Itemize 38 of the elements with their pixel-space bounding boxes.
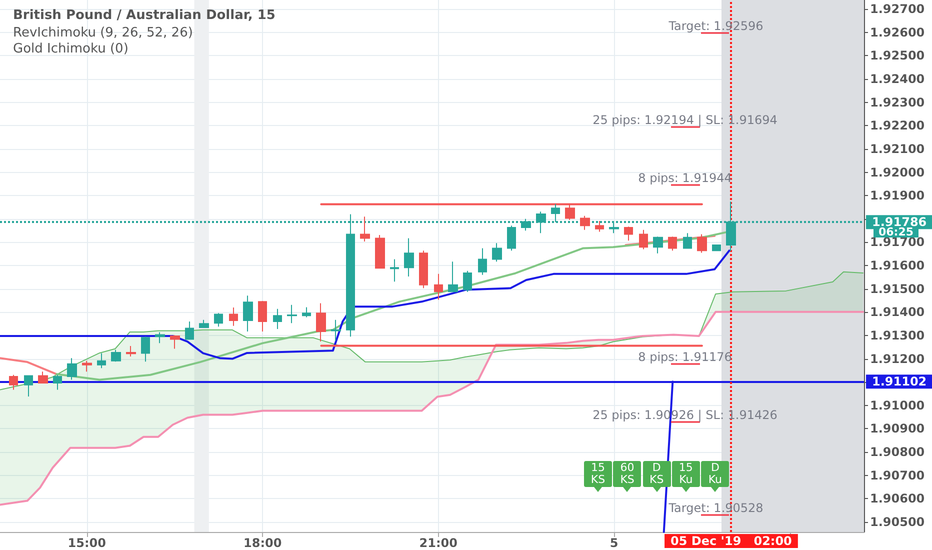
y-tick-label: 1.91200	[870, 352, 925, 366]
annotation: D Ku	[701, 461, 730, 487]
annotation: 60 KS	[613, 461, 642, 487]
annotation: Target: 1.92596	[668, 19, 764, 33]
annotation: 15 Ku	[672, 461, 700, 487]
ref-line-label: 1.91102	[872, 374, 927, 389]
y-tick-label: 1.90900	[870, 422, 925, 436]
y-tick-label: 1.91400	[870, 305, 925, 320]
y-tick-label: 1.90500	[870, 514, 925, 529]
x-tick-label: 21:00	[419, 536, 458, 550]
annotation: Target: 1.90528	[668, 501, 764, 515]
y-tick-label: 1.92700	[870, 2, 925, 16]
annotation: 8 pips: 1.91944	[638, 171, 732, 185]
y-tick-label: 1.91600	[870, 258, 925, 273]
y-tick-label: 1.92100	[870, 142, 925, 156]
y-tick-label: 1.92500	[870, 48, 925, 63]
ref-line-label: 05 Dec '19 02:00	[670, 534, 792, 548]
annotation: 15 KS	[584, 461, 612, 487]
annotation: D KS	[642, 461, 671, 487]
y-tick-label: 1.90700	[870, 468, 925, 482]
y-tick-label: 1.92400	[870, 72, 925, 86]
x-tick-label: 5	[610, 536, 618, 550]
y-tick-label: 1.90600	[870, 492, 925, 506]
y-tick-label: 1.91000	[870, 398, 925, 412]
y-tick-label: 1.92000	[870, 165, 925, 180]
y-tick-label: 1.90800	[870, 445, 925, 460]
text: RevIchimoku (9, 26, 52, 26) Gold Ichimoku (0)	[13, 26, 193, 56]
x-tick-label: 15:00	[68, 536, 106, 550]
y-tick-label: 1.91900	[870, 188, 925, 203]
y-tick-label: 1.92200	[870, 118, 925, 133]
x-tick-label: 18:00	[244, 536, 282, 550]
text: British Pound / Australian Dollar, 15	[13, 8, 276, 23]
y-tick-label: 1.92300	[870, 95, 925, 110]
y-tick-label: 1.91300	[870, 328, 925, 342]
annotation: 8 pips: 1.91176	[638, 350, 732, 364]
annotation: 25 pips: 1.92194 | SL: 1.91694	[592, 113, 778, 127]
y-tick-label: 1.91500	[870, 282, 925, 296]
y-tick-label: 1.92600	[870, 25, 925, 40]
